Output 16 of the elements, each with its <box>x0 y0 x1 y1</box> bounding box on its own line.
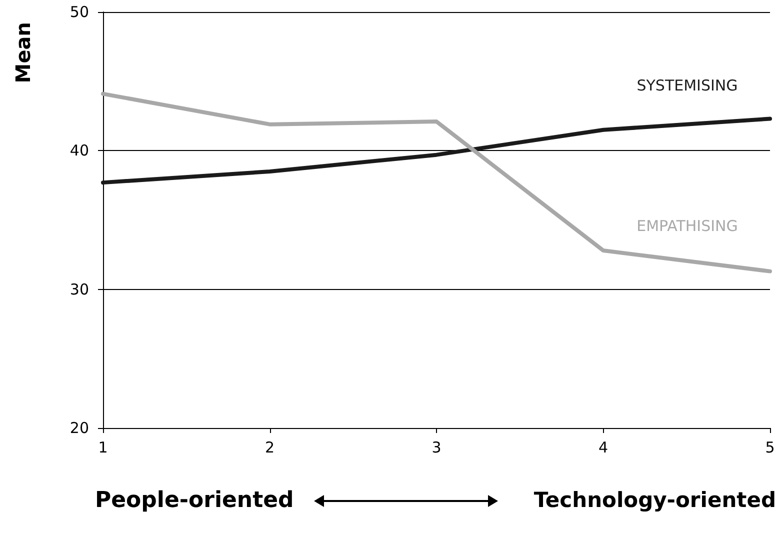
y-tick-label: 50 <box>70 3 89 21</box>
y-axis-title: Mean <box>11 22 35 84</box>
x-tick-label: 4 <box>598 438 608 456</box>
series-label: EMPATHISING <box>636 217 738 236</box>
x-tick-label: 2 <box>264 438 275 456</box>
x-tick-label: 3 <box>432 438 442 456</box>
y-tick-label: 40 <box>70 142 89 160</box>
series-label: SYSTEMISING <box>636 76 738 94</box>
text: People-oriented <box>95 488 294 513</box>
text: Technology-oriented <box>534 488 776 512</box>
line-series <box>101 92 772 274</box>
y-tick-label: 30 <box>70 280 89 298</box>
x-tick-label: 5 <box>765 438 775 456</box>
line-series <box>101 116 772 185</box>
x-tick-label: 1 <box>98 438 108 456</box>
y-tick-label: 20 <box>70 419 89 437</box>
